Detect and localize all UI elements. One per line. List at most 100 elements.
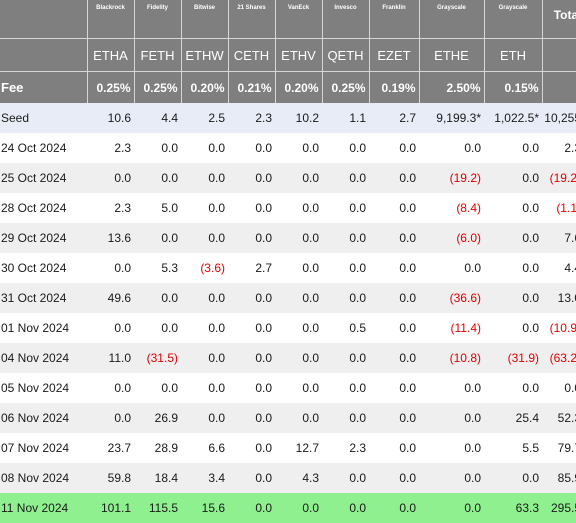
flow-cell: 0.0: [484, 283, 542, 313]
fee-cell: 0.25%: [87, 71, 135, 103]
ticker-header: FETH: [134, 38, 182, 72]
flow-cell: (6.0): [419, 223, 484, 253]
flow-cell: 0.0: [484, 163, 542, 193]
flow-cell: 12.7: [275, 433, 322, 463]
fee-cell: 2.50%: [419, 71, 485, 103]
flow-cell: 0.0: [369, 283, 419, 313]
issuer-name: Blackrock: [87, 0, 135, 39]
flow-cell: 0.0: [181, 163, 228, 193]
flow-cell: 0.0: [419, 433, 484, 463]
flow-cell: 0.0: [87, 403, 134, 433]
total-cell: 0.0: [542, 373, 576, 403]
flow-cell: (8.4): [419, 193, 484, 223]
flow-cell: 0.0: [369, 223, 419, 253]
flow-cell: 0.0: [419, 373, 484, 403]
flow-cell: 0.0: [134, 223, 181, 253]
flow-cell: 0.0: [228, 373, 275, 403]
flow-cell: 2.3: [322, 433, 369, 463]
flow-cell: 0.0: [369, 253, 419, 283]
flow-cell: (36.6): [419, 283, 484, 313]
date-cell: 06 Nov 2024: [0, 403, 87, 433]
flow-cell: 0.0: [484, 223, 542, 253]
issuer-name: Grayscale: [484, 0, 543, 39]
ticker-header: ETHV: [275, 38, 323, 72]
date-cell: 05 Nov 2024: [0, 373, 87, 403]
flow-cell: 4.3: [275, 463, 322, 493]
flow-cell: 0.0: [484, 133, 542, 163]
flow-cell: 0.0: [275, 403, 322, 433]
flow-cell: 5.5: [484, 433, 542, 463]
flow-cell: 26.9: [134, 403, 181, 433]
corner-cell: [0, 0, 88, 39]
table-row: 01 Nov 2024 0.0 0.0 0.0 0.0 0.0 0.5 0.0 (11.4) 0.…: [0, 313, 576, 343]
table-header: Blackrock Fidelity Bitwise 21 Shares Van…: [0, 0, 576, 103]
total-cell: 7.6: [542, 223, 576, 253]
total-cell: 13.0: [542, 283, 576, 313]
flow-cell: 0.0: [369, 313, 419, 343]
flow-cell: 0.0: [369, 463, 419, 493]
ticker-header: QETH: [322, 38, 370, 72]
flow-cell: 0.0: [369, 433, 419, 463]
table-body: Seed 10.6 4.4 2.5 2.3 10.2 1.1 2.7 9,199.3* 1,022…: [0, 103, 576, 523]
flow-cell: 0.0: [484, 253, 542, 283]
flow-cell: 0.0: [134, 133, 181, 163]
table-row: 11 Nov 2024 101.1 115.5 15.6 0.0 0.0 0.0 0.0 0.0…: [0, 493, 576, 523]
flow-cell: 115.5: [134, 493, 181, 523]
total-cell: 79.7: [542, 433, 576, 463]
flow-cell: 0.0: [322, 253, 369, 283]
issuer-row: Blackrock Fidelity Bitwise 21 Shares Van…: [0, 0, 576, 39]
total-cell: (19.2): [542, 163, 576, 193]
flow-cell: 0.0: [87, 163, 134, 193]
table-row: 07 Nov 2024 23.7 28.9 6.6 0.0 12.7 2.3 0.0 0.0 5.…: [0, 433, 576, 463]
flow-cell: 0.0: [181, 133, 228, 163]
flow-cell: (10.8): [419, 343, 484, 373]
flow-cell: 10.6: [87, 103, 134, 133]
issuer-name: Fidelity: [134, 0, 182, 39]
table-row: 31 Oct 2024 49.6 0.0 0.0 0.0 0.0 0.0 0.0 (36.6) 0…: [0, 283, 576, 313]
flow-cell: 0.0: [228, 493, 275, 523]
flow-cell: 101.1: [87, 493, 134, 523]
total-cell: (10.9): [542, 313, 576, 343]
flow-cell: 0.0: [134, 163, 181, 193]
flow-cell: (19.2): [419, 163, 484, 193]
flow-cell: 0.0: [369, 493, 419, 523]
flow-cell: 0.0: [484, 313, 542, 343]
flow-cell: 0.0: [228, 313, 275, 343]
flow-cell: 0.0: [484, 373, 542, 403]
flow-cell: 0.0: [419, 463, 484, 493]
flow-cell: 0.0: [322, 343, 369, 373]
ticker-header: EZET: [369, 38, 420, 72]
date-cell: 31 Oct 2024: [0, 283, 87, 313]
total-header: Total: [542, 0, 576, 39]
flow-cell: 0.0: [275, 283, 322, 313]
ticker-row: ETHA FETH ETHW CETH ETHV QETH EZET ETHE …: [0, 38, 576, 72]
table-row: 06 Nov 2024 0.0 26.9 0.0 0.0 0.0 0.0 0.0 0.0 25.4…: [0, 403, 576, 433]
total-cell: 4.4: [542, 253, 576, 283]
flow-cell: 0.0: [275, 163, 322, 193]
date-cell: 04 Nov 2024: [0, 343, 87, 373]
flow-cell: 0.0: [87, 313, 134, 343]
ticker-header-empty: [542, 38, 576, 72]
fee-cell: 0.21%: [228, 71, 276, 103]
ticker-header: ETHE: [419, 38, 485, 72]
flow-cell: 6.6: [181, 433, 228, 463]
flow-cell: 0.0: [181, 223, 228, 253]
flow-cell: (31.9): [484, 343, 542, 373]
fee-cell-empty: [542, 71, 576, 103]
flow-cell: 0.0: [228, 463, 275, 493]
flow-cell: 0.0: [322, 493, 369, 523]
flow-cell: 0.0: [87, 253, 134, 283]
flow-cell: 0.0: [275, 133, 322, 163]
date-cell: 08 Nov 2024: [0, 463, 87, 493]
flow-cell: 0.0: [419, 493, 484, 523]
flow-cell: 0.0: [181, 403, 228, 433]
flow-cell: 0.0: [228, 283, 275, 313]
flow-cell: 0.0: [369, 133, 419, 163]
flow-cell: 0.0: [419, 253, 484, 283]
flow-cell: 0.0: [484, 463, 542, 493]
flow-cell: 2.7: [228, 253, 275, 283]
seed-row: Seed 10.6 4.4 2.5 2.3 10.2 1.1 2.7 9,199.3* 1,022…: [0, 103, 576, 133]
ticker-header: ETHW: [181, 38, 229, 72]
total-cell: 85.9: [542, 463, 576, 493]
